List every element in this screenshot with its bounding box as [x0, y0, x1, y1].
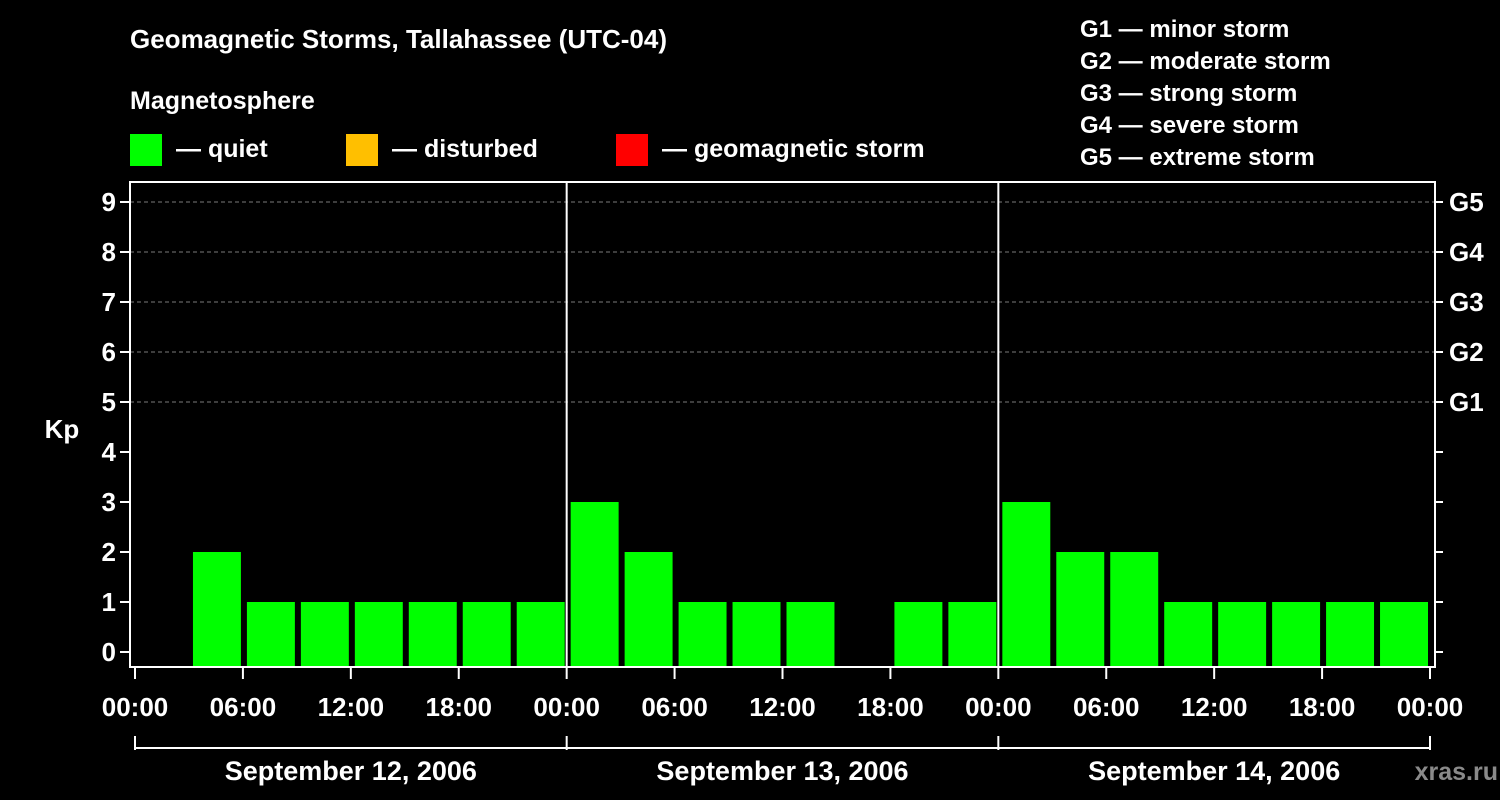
bar — [1002, 502, 1051, 667]
y-tick-label: 0 — [102, 637, 116, 667]
bar — [300, 602, 349, 667]
legend-item-quiet: — quiet — [130, 134, 268, 166]
legend-item-storm: — geomagnetic storm — [616, 134, 925, 166]
g-tick-label: G2 — [1449, 337, 1484, 367]
g-tick-label: G4 — [1449, 237, 1484, 267]
bar — [624, 552, 673, 667]
y-tick-label: 4 — [102, 437, 117, 467]
y-tick-label: 7 — [102, 287, 116, 317]
gridlines — [130, 201, 1435, 403]
bar — [516, 602, 565, 667]
legend-label-quiet: — quiet — [176, 135, 268, 163]
g-scale-item-g3: G3 — strong storm — [1080, 80, 1297, 107]
legend-swatch-storm — [616, 134, 648, 166]
g-scale-item-g1: G1 — minor storm — [1080, 16, 1289, 43]
bar — [1164, 602, 1213, 667]
y-tick-label: 9 — [102, 187, 116, 217]
g-scale-item-g4: G4 — severe storm — [1080, 112, 1299, 139]
y-tick-label: 6 — [102, 337, 116, 367]
x-tick-label: 06:00 — [641, 692, 708, 722]
bar — [570, 502, 619, 667]
bar — [1218, 602, 1267, 667]
x-tick-label: 00:00 — [965, 692, 1032, 722]
y-axis: 0 1 2 3 4 5 6 7 8 9 — [102, 187, 130, 667]
bar — [1056, 552, 1105, 667]
x-tick-label: 00:00 — [1397, 692, 1464, 722]
x-tick-label: 18:00 — [1289, 692, 1356, 722]
y-tick-label: 5 — [102, 387, 116, 417]
bar — [1110, 552, 1159, 667]
g-tick-label: G1 — [1449, 387, 1484, 417]
x-tick-label: 06:00 — [1073, 692, 1140, 722]
legend-swatch-disturbed — [346, 134, 378, 166]
bar — [678, 602, 727, 667]
g-scale-legend: G1 — minor storm G2 — moderate storm G3 … — [1080, 16, 1331, 171]
bar — [1326, 602, 1375, 667]
x-axis: 00:00 06:00 12:00 18:00 00:00 06:00 12:00 18:00… — [102, 667, 1464, 786]
x-tick-label: 00:00 — [533, 692, 600, 722]
g-scale-item-g5: G5 — extreme storm — [1080, 144, 1315, 171]
y-tick-label: 2 — [102, 537, 116, 567]
legend-heading: Magnetosphere — [130, 87, 315, 115]
y-tick-label: 8 — [102, 237, 116, 267]
bar — [948, 602, 997, 667]
g-axis: G1 G2 G3 G4 G5 — [1435, 187, 1484, 653]
bar — [786, 602, 835, 667]
watermark: xras.ru — [1415, 758, 1498, 786]
g-scale-item-g2: G2 — moderate storm — [1080, 48, 1331, 75]
x-tick-label: 06:00 — [210, 692, 277, 722]
bar — [462, 602, 511, 667]
y-tick-label: 1 — [102, 587, 116, 617]
x-tick-label: 12:00 — [1181, 692, 1248, 722]
bar — [732, 602, 781, 667]
legend-swatch-quiet — [130, 134, 162, 166]
x-tick-label: 12:00 — [318, 692, 385, 722]
x-tick-label: 18:00 — [857, 692, 924, 722]
x-tick-label: 18:00 — [426, 692, 493, 722]
bar — [894, 602, 943, 667]
chart-title: Geomagnetic Storms, Tallahassee (UTC-04) — [130, 24, 667, 54]
g-tick-label: G3 — [1449, 287, 1484, 317]
bar — [1272, 602, 1321, 667]
bar — [354, 602, 403, 667]
bar — [408, 602, 457, 667]
day-label: September 12, 2006 — [225, 756, 477, 786]
legend-item-disturbed: — disturbed — [346, 134, 538, 166]
g-tick-label: G5 — [1449, 187, 1484, 217]
bar — [192, 552, 241, 667]
x-tick-label: 12:00 — [749, 692, 816, 722]
day-label: September 14, 2006 — [1088, 756, 1340, 786]
day-label: September 13, 2006 — [656, 756, 908, 786]
bar — [1380, 602, 1428, 667]
bars — [192, 502, 1428, 667]
legend-label-disturbed: — disturbed — [392, 135, 538, 163]
legend-label-storm: — geomagnetic storm — [662, 135, 925, 163]
bar — [246, 602, 295, 667]
y-axis-label: Kp — [45, 414, 80, 444]
plot-frame — [129, 181, 1436, 668]
y-tick-label: 3 — [102, 487, 116, 517]
plot-border — [129, 181, 1436, 668]
x-tick-label: 00:00 — [102, 692, 169, 722]
